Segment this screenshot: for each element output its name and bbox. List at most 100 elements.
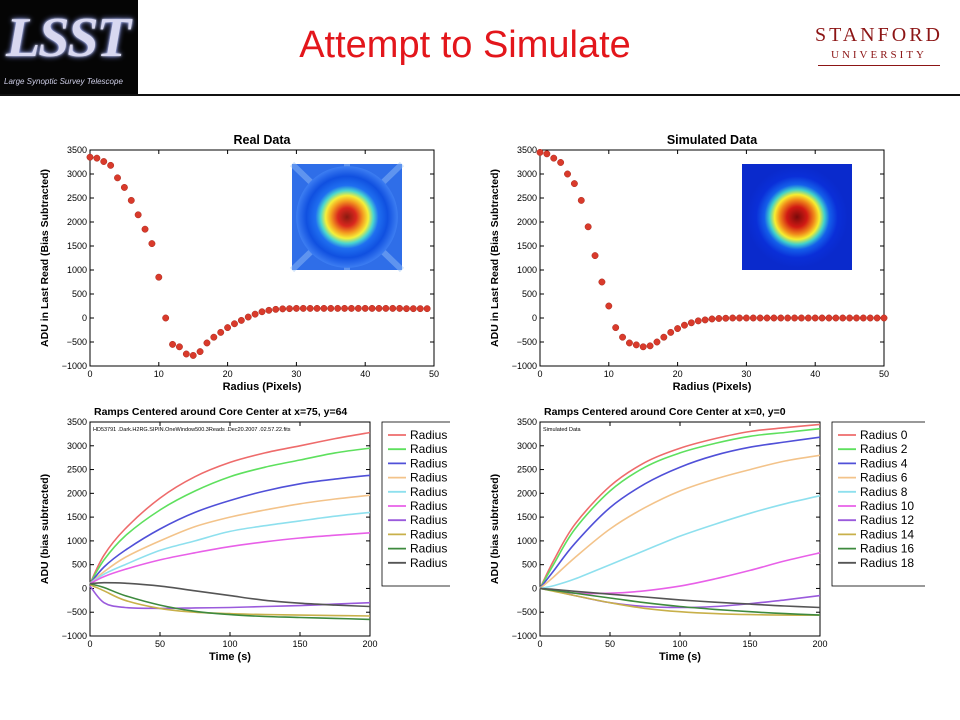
data-point [134, 211, 142, 219]
data-point [811, 314, 819, 322]
y-tick-label: 3000 [517, 441, 537, 451]
data-point [756, 314, 764, 322]
series-line-radius-10 [89, 532, 371, 585]
data-point [169, 340, 177, 348]
x-axis-label: Time (s) [209, 651, 251, 663]
y-tick-label: 3000 [517, 169, 537, 179]
data-point [825, 314, 833, 322]
y-tick-label: 2000 [67, 217, 87, 227]
y-tick-label: −1000 [62, 361, 87, 371]
data-point [770, 314, 778, 322]
y-tick-label: 1000 [67, 265, 87, 275]
x-tick-label: 50 [429, 369, 439, 379]
data-point [231, 320, 238, 328]
data-point [694, 317, 702, 325]
y-tick-label: 1000 [517, 265, 537, 275]
data-point [632, 341, 640, 349]
legend-label: Radius 0 [410, 428, 450, 442]
y-tick-label: 500 [522, 560, 537, 570]
y-tick-label: 500 [522, 289, 537, 299]
data-point [403, 305, 410, 313]
data-point [313, 304, 321, 312]
x-tick-label: 50 [605, 639, 615, 649]
chart-annotation: Simulated Data [543, 427, 582, 433]
data-point [86, 153, 94, 161]
data-point [299, 304, 307, 312]
data-point [715, 315, 723, 322]
y-tick-label: 3500 [67, 417, 87, 427]
data-point [866, 314, 874, 322]
series-line-radius-2 [539, 427, 821, 589]
x-tick-label: 20 [223, 369, 233, 379]
data-point [368, 304, 376, 312]
data-point [777, 314, 785, 322]
data-point [639, 343, 647, 351]
data-point [107, 161, 115, 169]
data-point [100, 158, 108, 165]
series-line-radius-4 [539, 436, 821, 589]
data-point [598, 278, 606, 286]
data-point [625, 339, 633, 347]
x-tick-label: 200 [362, 639, 377, 649]
y-tick-label: 1500 [517, 241, 537, 251]
y-tick-label: −500 [67, 337, 87, 347]
series-line-radius-18 [89, 581, 371, 608]
x-tick-label: 0 [537, 639, 542, 649]
data-point [660, 333, 668, 341]
series-line-radius-8 [89, 511, 371, 585]
data-point [203, 339, 211, 347]
data-point [557, 159, 565, 166]
data-point [306, 304, 314, 312]
data-point [423, 305, 431, 313]
simulated-data-chart: Simulated Data 0 10 20 30 40 50 −1000 −500 0 500 10… [489, 133, 889, 393]
x-axis-label: Radius (Pixels) [673, 381, 752, 393]
legend-label: Radius 16 [410, 542, 450, 556]
data-point [341, 304, 349, 312]
data-point [155, 273, 163, 281]
x-tick-label: 200 [812, 639, 827, 649]
data-point [791, 314, 799, 322]
y-tick-label: −500 [67, 607, 87, 617]
legend-label: Radius 2 [860, 442, 908, 456]
legend-label: Radius 10 [410, 499, 450, 513]
slide-title: Attempt to Simulate [299, 24, 631, 66]
data-point [389, 304, 397, 312]
x-tick-label: 20 [673, 369, 683, 379]
chart-title: Simulated Data [667, 133, 758, 147]
legend-label: Radius 10 [860, 499, 914, 513]
data-point [550, 154, 558, 162]
legend-label: Radius 4 [860, 456, 908, 470]
lsst-logo-text: LSST [6, 7, 131, 69]
data-point [784, 314, 792, 322]
legend-label: Radius 16 [860, 542, 914, 556]
data-point [162, 314, 170, 322]
y-tick-label: −500 [517, 607, 537, 617]
y-tick-label: 500 [72, 289, 87, 299]
data-point [354, 304, 362, 312]
x-tick-label: 100 [222, 639, 237, 649]
y-tick-label: 2500 [517, 465, 537, 475]
data-point [584, 223, 592, 231]
data-point [93, 154, 101, 162]
chart-title: Real Data [234, 133, 292, 147]
data-point [416, 305, 424, 313]
legend-label: Radius 12 [860, 513, 914, 527]
data-point [536, 148, 544, 156]
data-point [577, 196, 585, 204]
x-tick-label: 40 [360, 369, 370, 379]
chart-title: Ramps Centered around Core Center at x=0… [544, 406, 786, 418]
chart-title: Ramps Centered around Core Center at x=7… [94, 406, 347, 418]
real-ramps-chart: Ramps Centered around Core Center at x=7… [39, 406, 450, 663]
x-tick-label: 50 [155, 639, 165, 649]
series-line-radius-18 [539, 587, 821, 609]
data-point [880, 314, 888, 322]
data-point [292, 304, 300, 312]
stanford-logo-line1: STANFORD [815, 24, 943, 46]
lsst-logo-subtitle: Large Synoptic Survey Telescope [4, 77, 123, 86]
data-point [818, 314, 826, 322]
legend-label: Radius 8 [410, 485, 450, 499]
x-tick-label: 0 [537, 369, 542, 379]
data-point [347, 304, 355, 312]
data-point [570, 180, 578, 188]
header-divider [0, 94, 960, 96]
